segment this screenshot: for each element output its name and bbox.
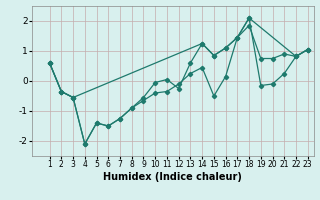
X-axis label: Humidex (Indice chaleur): Humidex (Indice chaleur) [103,172,242,182]
